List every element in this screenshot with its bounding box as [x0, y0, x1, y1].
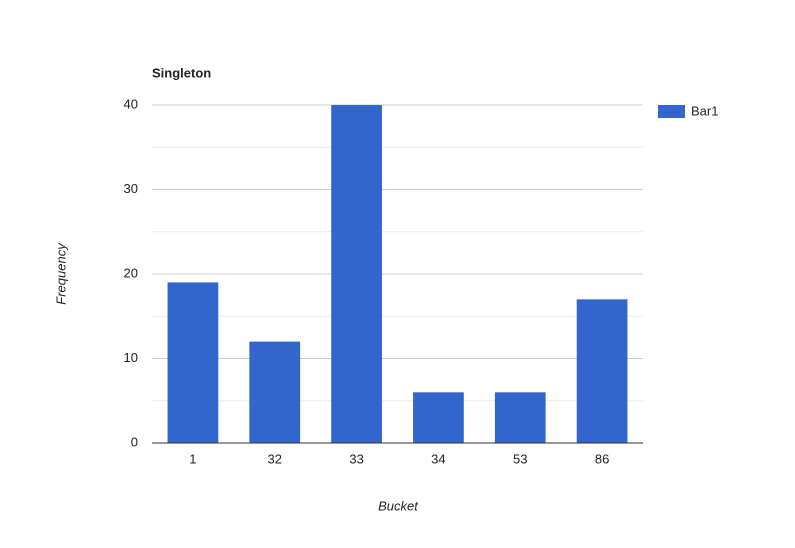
y-axis-label: Frequency — [53, 242, 68, 305]
x-axis-label: Bucket — [378, 498, 419, 513]
bar — [167, 282, 219, 443]
x-tick-label: 33 — [349, 451, 363, 466]
x-tick-label: 32 — [268, 451, 282, 466]
bar — [576, 299, 628, 443]
bar — [494, 392, 546, 443]
x-tick-label: 53 — [513, 451, 527, 466]
x-tick-label: 86 — [595, 451, 609, 466]
chart-title: Singleton — [152, 65, 211, 80]
legend-label: Bar1 — [691, 103, 718, 118]
y-tick-label: 30 — [124, 181, 138, 196]
y-tick-label: 40 — [124, 96, 138, 111]
bar — [413, 392, 464, 443]
x-tick-label: 1 — [189, 451, 196, 466]
legend-swatch — [658, 105, 685, 118]
y-tick-label: 10 — [124, 350, 138, 365]
x-tick-label: 34 — [431, 451, 445, 466]
y-tick-label: 0 — [131, 434, 138, 449]
bar — [249, 341, 301, 443]
y-tick-label: 20 — [124, 265, 138, 280]
bar — [331, 105, 382, 443]
